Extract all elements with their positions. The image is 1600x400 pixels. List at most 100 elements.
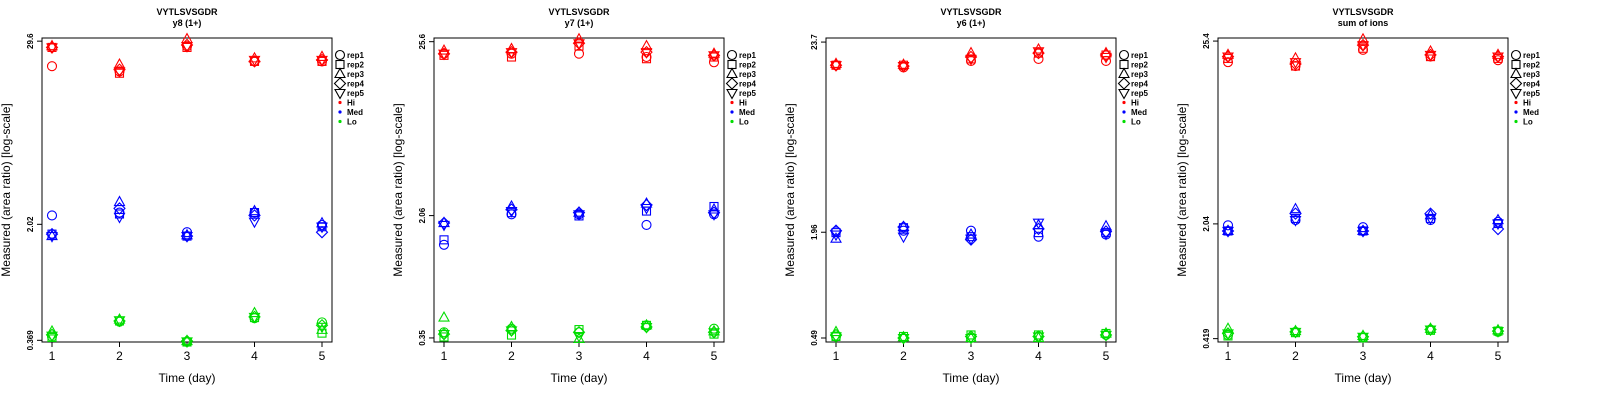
data-point	[641, 54, 652, 64]
legend-marker	[1510, 67, 1522, 79]
x-axis-label: Time (day)	[159, 371, 216, 385]
y-tick-label: 29.6	[26, 33, 35, 49]
y-tick-label: 0.35	[418, 330, 427, 346]
plot-frame	[433, 37, 725, 343]
data-point	[248, 204, 261, 216]
data-point	[1100, 219, 1112, 231]
legend-label: rep2	[347, 61, 364, 70]
y-tick-label: 2.06	[418, 207, 427, 223]
x-tick-label: 3	[1360, 349, 1367, 363]
data-point	[46, 324, 58, 336]
data-point	[181, 42, 193, 53]
data-point	[1492, 52, 1504, 64]
legend-label: Med	[1523, 108, 1539, 117]
x-tick-label: 5	[1103, 349, 1110, 363]
data-point	[46, 232, 58, 243]
data-point	[46, 210, 58, 221]
legend-marker	[1122, 100, 1126, 105]
chart-subtitle: y8 (1+)	[173, 18, 202, 28]
legend-marker	[1514, 119, 1518, 124]
legend-label: rep2	[739, 61, 756, 70]
legend-marker	[1514, 110, 1518, 114]
data-point	[113, 195, 126, 207]
data-point	[641, 219, 652, 230]
legend-label: Med	[347, 108, 363, 117]
data-point	[965, 234, 977, 246]
data-point	[1424, 322, 1437, 333]
chart-title: VYTLSVSGDR	[548, 7, 610, 17]
legend-marker	[730, 110, 734, 114]
data-point	[46, 331, 58, 343]
data-point	[248, 312, 261, 324]
legend-label: rep1	[1131, 51, 1148, 60]
legend-label: rep4	[739, 80, 756, 89]
data-point	[897, 232, 910, 244]
data-point	[1032, 332, 1045, 344]
x-tick-label: 4	[251, 349, 258, 363]
y-tick-label: 25.6	[418, 33, 427, 49]
data-point	[438, 330, 450, 341]
data-point	[113, 316, 126, 327]
legend-marker	[333, 77, 347, 90]
data-point	[640, 322, 653, 334]
legend-label: rep3	[739, 70, 756, 79]
data-point	[438, 216, 450, 228]
data-point	[1099, 225, 1113, 238]
data-point	[1222, 220, 1234, 231]
legend-label: rep4	[1523, 80, 1540, 89]
data-point	[1424, 325, 1437, 337]
x-tick-label: 4	[1427, 349, 1434, 363]
legend-label: rep3	[1131, 70, 1148, 79]
data-point	[439, 332, 449, 342]
data-point	[573, 331, 585, 343]
data-point	[830, 332, 842, 344]
legend-label: rep5	[347, 89, 364, 98]
data-point	[830, 325, 842, 337]
x-tick-label: 2	[116, 349, 123, 363]
data-point	[573, 210, 585, 221]
y-tick-label: 25.4	[1202, 33, 1211, 49]
legend-marker	[725, 77, 739, 90]
chart-subtitle: y6 (1+)	[957, 18, 986, 28]
legend-marker	[726, 67, 738, 79]
data-point	[1492, 216, 1504, 227]
x-tick-label: 2	[508, 349, 515, 363]
data-point	[572, 325, 586, 339]
data-point	[181, 337, 193, 349]
chart-subtitle: sum of ions	[1338, 18, 1389, 28]
legend-marker	[726, 49, 738, 61]
data-point	[640, 48, 653, 59]
data-point	[1289, 324, 1302, 336]
data-point	[1358, 43, 1368, 53]
x-tick-label: 1	[441, 349, 448, 363]
data-point	[1032, 42, 1045, 54]
data-point	[1357, 332, 1369, 344]
data-point	[708, 202, 720, 214]
y-tick-label: 0.369	[26, 330, 35, 351]
data-point	[1357, 41, 1369, 52]
x-tick-label: 4	[1035, 349, 1042, 363]
data-point	[1289, 327, 1302, 339]
data-point	[1289, 57, 1302, 71]
data-point	[1492, 323, 1504, 335]
data-point	[1289, 51, 1302, 63]
y-tick-label: 2.04	[1202, 216, 1211, 232]
legend-label: Lo	[347, 118, 357, 127]
data-point	[438, 220, 450, 232]
data-point	[1357, 226, 1369, 238]
data-point	[181, 334, 193, 346]
data-point	[1033, 53, 1044, 64]
x-axis-label: Time (day)	[943, 371, 1000, 385]
legend-marker	[1117, 77, 1131, 90]
legend-marker	[1119, 59, 1129, 70]
legend-marker	[338, 119, 342, 124]
data-point	[248, 51, 261, 63]
legend-marker	[730, 119, 734, 124]
data-point	[1424, 50, 1437, 62]
data-point	[316, 55, 328, 67]
data-point	[505, 199, 518, 211]
legend-marker	[338, 110, 342, 114]
data-point	[46, 61, 58, 72]
data-point	[1289, 58, 1302, 69]
data-point	[897, 220, 910, 232]
